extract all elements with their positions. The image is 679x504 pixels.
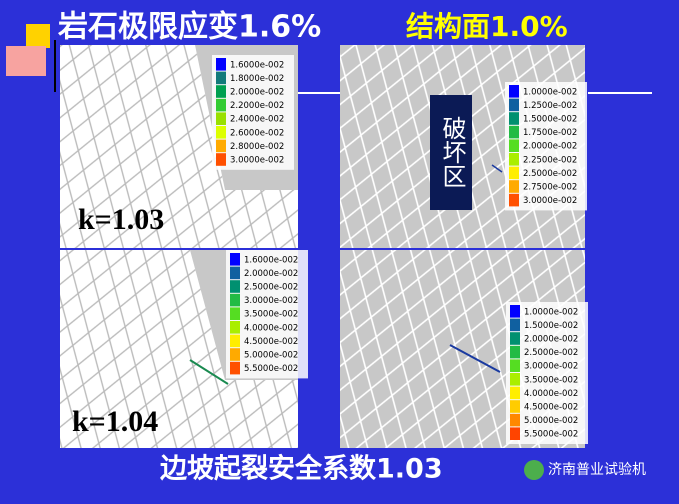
legend-label: 1.7500e-002: [523, 128, 577, 138]
legend-label: 2.8000e-002: [230, 142, 284, 152]
legend-label: 5.0000e-002: [244, 351, 298, 361]
legend-label: 2.5000e-002: [524, 348, 578, 358]
legend-swatch: [510, 400, 520, 413]
legend-label: 3.0000e-002: [523, 196, 577, 206]
legend-label: 3.5000e-002: [244, 310, 298, 320]
legend-swatch: [510, 332, 520, 345]
watermark: 济南普业试验机: [548, 462, 646, 478]
legend-swatch: [510, 413, 520, 427]
legend-swatch: [216, 58, 226, 71]
legend-swatch: [509, 193, 519, 207]
legend-swatch: [216, 98, 226, 112]
legend-label: 4.5000e-002: [244, 337, 298, 347]
footer: 边坡起裂安全系数1.03: [160, 453, 443, 485]
deco-square: [26, 24, 50, 48]
legend-swatch: [510, 359, 520, 372]
legend-swatch: [510, 373, 520, 386]
title: 结构面1.0%: [406, 10, 568, 43]
legend-swatch: [509, 125, 519, 139]
legend-swatch: [510, 427, 520, 440]
legend-label: 1.6000e-002: [244, 255, 298, 265]
legend-label: 2.0000e-002: [230, 88, 284, 98]
legend-label: 2.7500e-002: [523, 183, 577, 193]
legend-swatch: [230, 253, 240, 266]
legend-label: 3.0000e-002: [524, 362, 578, 372]
legend-swatch: [510, 386, 520, 400]
legend-label: 5.5000e-002: [524, 430, 578, 440]
legend-label: 2.0000e-002: [524, 335, 578, 345]
legend-swatch: [230, 348, 240, 361]
legend-label: 2.6000e-002: [230, 128, 284, 138]
legend-swatch: [216, 112, 226, 125]
legend-label: 1.2500e-002: [523, 101, 577, 111]
k-label: k=1.04: [72, 405, 158, 438]
tag: 破坏区: [438, 116, 466, 188]
k-label: k=1.03: [78, 203, 164, 236]
legend-label: 2.4000e-002: [230, 115, 284, 125]
legend-swatch: [216, 139, 226, 153]
legend-label: 3.0000e-002: [230, 156, 284, 166]
legend-swatch: [216, 71, 226, 85]
legend-label: 5.0000e-002: [524, 416, 578, 426]
legend-label: 1.5000e-002: [523, 115, 577, 125]
legend-swatch: [509, 139, 519, 152]
legend-label: 2.2000e-002: [230, 101, 284, 111]
legend-label: 3.0000e-002: [244, 296, 298, 306]
legend-label: 4.0000e-002: [244, 323, 298, 333]
legend-label: 5.5000e-002: [244, 364, 298, 374]
legends: 1.6000e-002 1.8000e-002 2.0000e-002 2.2000e…: [212, 55, 588, 444]
legend-swatch: [509, 85, 519, 98]
legend-label: 1.0000e-002: [524, 307, 578, 317]
legend-swatch: [509, 180, 519, 193]
legend-label: 1.5000e-002: [524, 321, 578, 331]
legend-swatch: [510, 345, 520, 359]
legend-swatch: [230, 361, 240, 375]
crack: [449, 344, 501, 373]
legend-swatch: [216, 85, 226, 98]
legend-swatch: [510, 318, 520, 332]
legend-swatch: [509, 98, 519, 112]
tag-box: [430, 95, 472, 210]
legend-swatch: [230, 321, 240, 334]
legend-label: 2.5000e-002: [523, 169, 577, 179]
legend-swatch: [230, 293, 240, 307]
legend-label: 1.6000e-002: [230, 60, 284, 70]
legend-label: 1.8000e-002: [230, 74, 284, 84]
legend-label: 4.0000e-002: [524, 389, 578, 399]
legend-label: 1.0000e-002: [523, 87, 577, 97]
legend-swatch: [230, 307, 240, 320]
deco-square: [6, 46, 46, 76]
crack: [491, 164, 503, 173]
legend-label: 3.5000e-002: [524, 375, 578, 385]
legend-swatch: [510, 305, 520, 318]
legend-swatch: [216, 153, 226, 166]
legend-label: 2.5000e-002: [244, 283, 298, 293]
legend-label: 2.0000e-002: [523, 142, 577, 152]
legend-label: 2.2500e-002: [523, 155, 577, 165]
legend-swatch: [230, 266, 240, 280]
legend-swatch: [230, 334, 240, 348]
legend-label: 2.0000e-002: [244, 269, 298, 279]
legend-swatch: [509, 153, 519, 166]
legend-label: 4.5000e-002: [524, 403, 578, 413]
title: 岩石极限应变1.6%: [58, 10, 321, 45]
legend-swatch: [509, 112, 519, 125]
legend-swatch: [230, 280, 240, 293]
watermark-icon: [524, 460, 544, 480]
legend-swatch: [509, 166, 519, 180]
legend-swatch: [216, 126, 226, 139]
crack: [189, 359, 229, 385]
